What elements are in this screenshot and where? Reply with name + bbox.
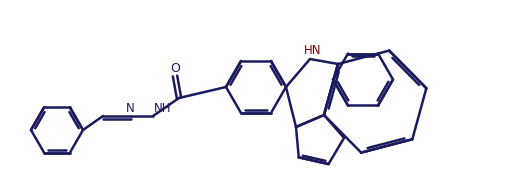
Text: HN: HN bbox=[304, 44, 321, 57]
Text: N: N bbox=[125, 102, 134, 114]
Text: NH: NH bbox=[154, 102, 171, 114]
Text: O: O bbox=[170, 62, 180, 75]
